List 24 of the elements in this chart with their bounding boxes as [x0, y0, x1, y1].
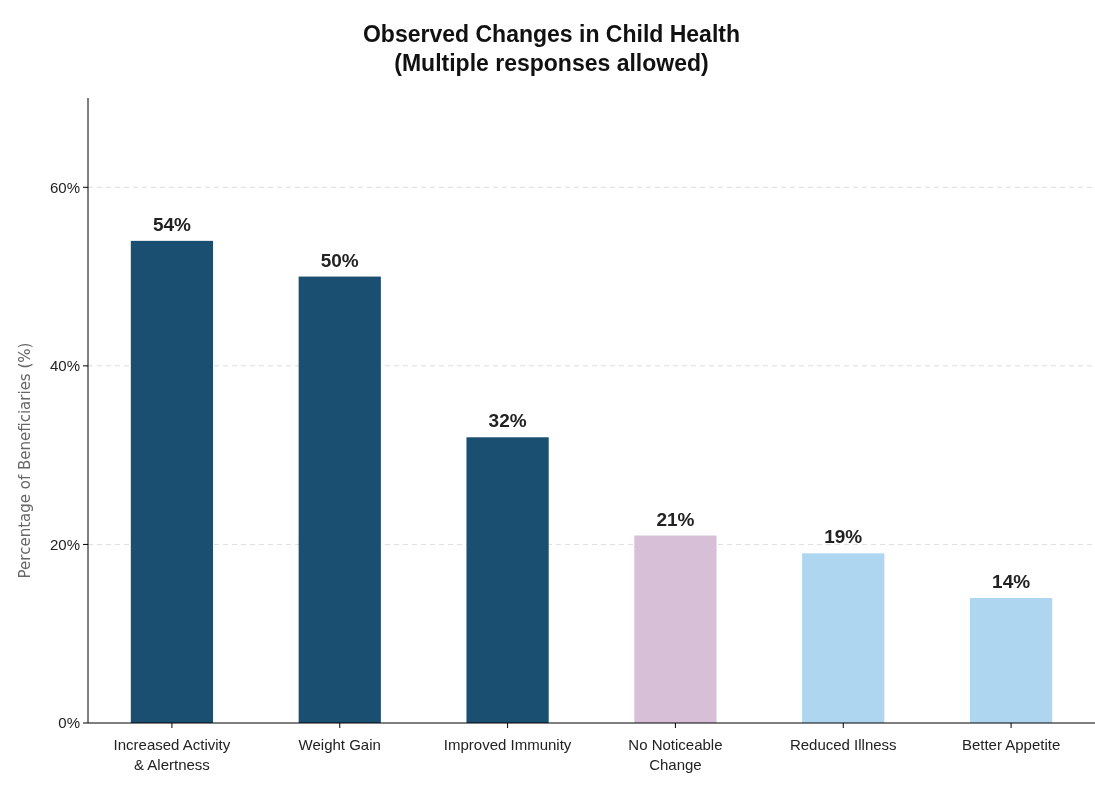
- data-label: 54%: [152, 213, 192, 235]
- y-tick-label: 20%: [49, 535, 80, 553]
- y-axis-title: Percentage of Beneficiaries (%): [16, 342, 34, 579]
- bar: [969, 598, 1053, 723]
- x-tick-label: Better Appetite: [961, 736, 1061, 753]
- y-tick-label: 40%: [49, 357, 80, 375]
- x-tick-label: Weight Gain: [298, 736, 381, 753]
- chart-title: Observed Changes in Child Health (Multiple responses allowed): [362, 21, 741, 76]
- x-tick-label: Increased Activity & Alertness: [113, 736, 231, 773]
- y-tick-label: 0%: [58, 714, 80, 732]
- bar: [130, 240, 214, 723]
- data-label: 32%: [488, 410, 527, 432]
- data-label: 19%: [824, 526, 863, 548]
- x-tick-label: No Noticeable Change: [628, 736, 723, 773]
- data-label: 14%: [992, 571, 1031, 592]
- data-label: 50%: [320, 249, 359, 271]
- bar: [298, 276, 381, 723]
- bar: [466, 437, 549, 723]
- bar: [802, 553, 885, 723]
- x-tick-label: Reduced Illness: [789, 736, 897, 753]
- x-tick-label: Improved Immunity: [443, 736, 572, 753]
- data-label: 21%: [656, 508, 695, 530]
- bar: [634, 535, 717, 723]
- y-tick-label: 60%: [49, 178, 80, 196]
